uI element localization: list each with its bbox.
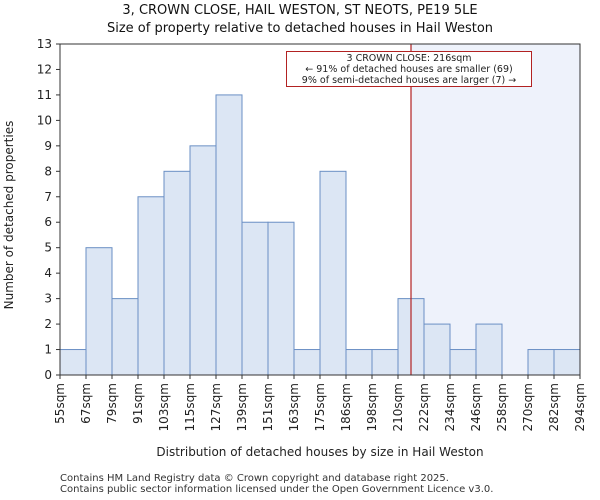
y-tick-label: 1	[44, 343, 52, 357]
x-tick-label: 186sqm	[339, 383, 353, 431]
x-tick-label: 222sqm	[417, 383, 431, 431]
histogram-bar	[475, 323, 503, 376]
annotation-box: 3 CROWN CLOSE: 216sqm ← 91% of detached …	[286, 51, 532, 87]
histogram-bar	[319, 170, 347, 376]
x-tick-label: 234sqm	[443, 383, 457, 431]
x-tick-label: 210sqm	[391, 383, 405, 431]
histogram-bar	[85, 247, 113, 376]
y-tick-label: 7	[44, 190, 52, 204]
histogram-bar	[215, 94, 243, 376]
chart-title-line1: 3, CROWN CLOSE, HAIL WESTON, ST NEOTS, P…	[122, 3, 478, 18]
histogram-bar	[137, 196, 165, 376]
y-tick-label: 8	[44, 164, 52, 178]
annotation-line2: ← 91% of detached houses are smaller (69…	[305, 64, 513, 75]
y-axis-label: Number of detached properties	[2, 121, 16, 310]
x-tick-label: 91sqm	[131, 383, 145, 424]
histogram-bar	[371, 349, 399, 376]
histogram-bar	[241, 221, 269, 376]
x-tick-label: 258sqm	[495, 383, 509, 431]
histogram-bar	[423, 323, 451, 376]
y-tick-label: 11	[37, 88, 52, 102]
histogram-bar	[553, 349, 581, 376]
histogram-bar	[163, 170, 191, 376]
y-tick-label: 0	[44, 368, 52, 382]
highlight-region	[411, 44, 580, 375]
x-tick-label: 127sqm	[209, 383, 223, 431]
footer-line1: Contains HM Land Registry data © Crown c…	[60, 473, 449, 484]
y-tick-label: 6	[44, 215, 52, 229]
histogram-bar	[189, 145, 217, 376]
x-tick-label: 103sqm	[157, 383, 171, 431]
x-tick-label: 115sqm	[183, 383, 197, 431]
x-tick-label: 246sqm	[469, 383, 483, 431]
footer-line2: Contains public sector information licen…	[60, 484, 494, 495]
histogram-bar	[59, 349, 87, 376]
histogram-bar	[293, 349, 321, 376]
annotation-line3: 9% of semi-detached houses are larger (7…	[301, 75, 517, 86]
histogram-bar	[449, 349, 477, 376]
y-tick-label: 5	[44, 241, 52, 255]
x-tick-label: 294sqm	[573, 383, 587, 431]
y-tick-label: 13	[37, 37, 52, 51]
annotation-line1: 3 CROWN CLOSE: 216sqm	[346, 53, 472, 64]
x-tick-label: 282sqm	[547, 383, 561, 431]
y-tick-label: 10	[37, 113, 52, 127]
y-tick-label: 9	[44, 139, 52, 153]
x-axis-label: Distribution of detached houses by size …	[156, 445, 483, 459]
histogram-bar	[267, 221, 295, 376]
chart-title-line2: Size of property relative to detached ho…	[106, 21, 494, 36]
histogram-bar	[111, 298, 139, 376]
x-tick-label: 270sqm	[521, 383, 535, 431]
x-tick-label: 139sqm	[235, 383, 249, 431]
x-tick-label: 198sqm	[365, 383, 379, 431]
x-tick-label: 163sqm	[287, 383, 301, 431]
histogram-bar	[527, 349, 555, 376]
x-tick-label: 67sqm	[79, 383, 93, 424]
x-tick-label: 175sqm	[313, 383, 327, 431]
x-tick-label: 151sqm	[261, 383, 275, 431]
x-tick-label: 79sqm	[105, 383, 119, 424]
x-tick-label: 55sqm	[53, 383, 67, 424]
y-tick-label: 4	[44, 266, 52, 280]
y-tick-label: 12	[37, 62, 52, 76]
y-tick-label: 3	[44, 292, 52, 306]
y-tick-label: 2	[44, 317, 52, 331]
histogram-bar	[345, 349, 373, 376]
